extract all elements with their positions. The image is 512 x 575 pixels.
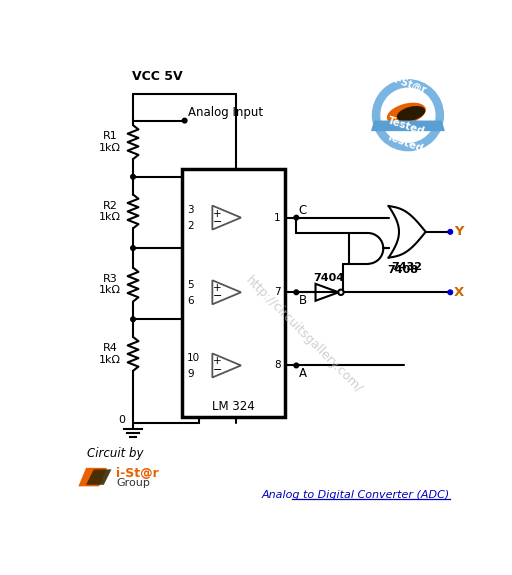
Circle shape [448, 290, 453, 294]
Text: Circuit by: Circuit by [87, 447, 143, 461]
Text: 7: 7 [274, 288, 281, 297]
Text: 7404: 7404 [313, 274, 345, 283]
Text: Analog Input: Analog Input [188, 106, 263, 118]
Text: Analog to Digital Converter (ADC): Analog to Digital Converter (ADC) [262, 490, 450, 500]
Text: X: X [454, 286, 464, 299]
Text: R3
1kΩ: R3 1kΩ [99, 274, 121, 296]
Text: 10: 10 [187, 352, 200, 363]
Polygon shape [78, 468, 107, 486]
Text: Group: Group [116, 478, 150, 488]
Text: http://circuitsgallery.com/: http://circuitsgallery.com/ [243, 274, 365, 396]
Text: i-St@r: i-St@r [392, 75, 427, 96]
Circle shape [294, 363, 298, 368]
Text: i-St@r: i-St@r [116, 467, 159, 480]
Text: Y: Y [454, 225, 464, 239]
Circle shape [182, 118, 187, 123]
Text: VCC 5V: VCC 5V [132, 70, 182, 83]
Text: 9: 9 [187, 369, 194, 379]
Circle shape [294, 290, 298, 294]
Text: LM 324: LM 324 [212, 400, 255, 413]
Text: −: − [213, 292, 222, 301]
Text: C: C [298, 204, 307, 217]
Polygon shape [86, 469, 112, 485]
Polygon shape [371, 121, 445, 131]
Text: +: + [214, 209, 222, 218]
Text: 0: 0 [118, 415, 125, 425]
Text: 4: 4 [238, 171, 245, 181]
Text: −: − [213, 217, 222, 227]
Text: 3: 3 [187, 205, 194, 215]
Text: R4
1kΩ: R4 1kΩ [99, 343, 121, 365]
Text: +: + [214, 283, 222, 293]
Text: Tested: Tested [385, 132, 425, 154]
Text: B: B [298, 293, 307, 306]
Text: R1
1kΩ: R1 1kΩ [99, 131, 121, 153]
Text: 1: 1 [274, 213, 281, 223]
Bar [182, 169, 285, 417]
Circle shape [373, 80, 443, 151]
Text: 7408: 7408 [387, 265, 418, 275]
Text: +: + [214, 356, 222, 366]
Text: R2
1kΩ: R2 1kΩ [99, 201, 121, 223]
Text: 11: 11 [238, 405, 251, 415]
Circle shape [294, 215, 298, 220]
Circle shape [131, 174, 135, 179]
Ellipse shape [397, 106, 425, 121]
Circle shape [381, 88, 435, 142]
Text: 7432: 7432 [392, 262, 423, 272]
Circle shape [448, 229, 453, 234]
Text: 6: 6 [187, 296, 194, 306]
Circle shape [131, 317, 135, 321]
Text: 8: 8 [274, 361, 281, 370]
Circle shape [131, 246, 135, 250]
Text: A: A [298, 367, 307, 380]
Ellipse shape [387, 103, 426, 125]
Text: 2: 2 [187, 221, 194, 231]
Circle shape [338, 290, 344, 295]
Text: −: − [213, 365, 222, 374]
Text: Tested: Tested [387, 115, 426, 137]
Text: 5: 5 [187, 279, 194, 290]
